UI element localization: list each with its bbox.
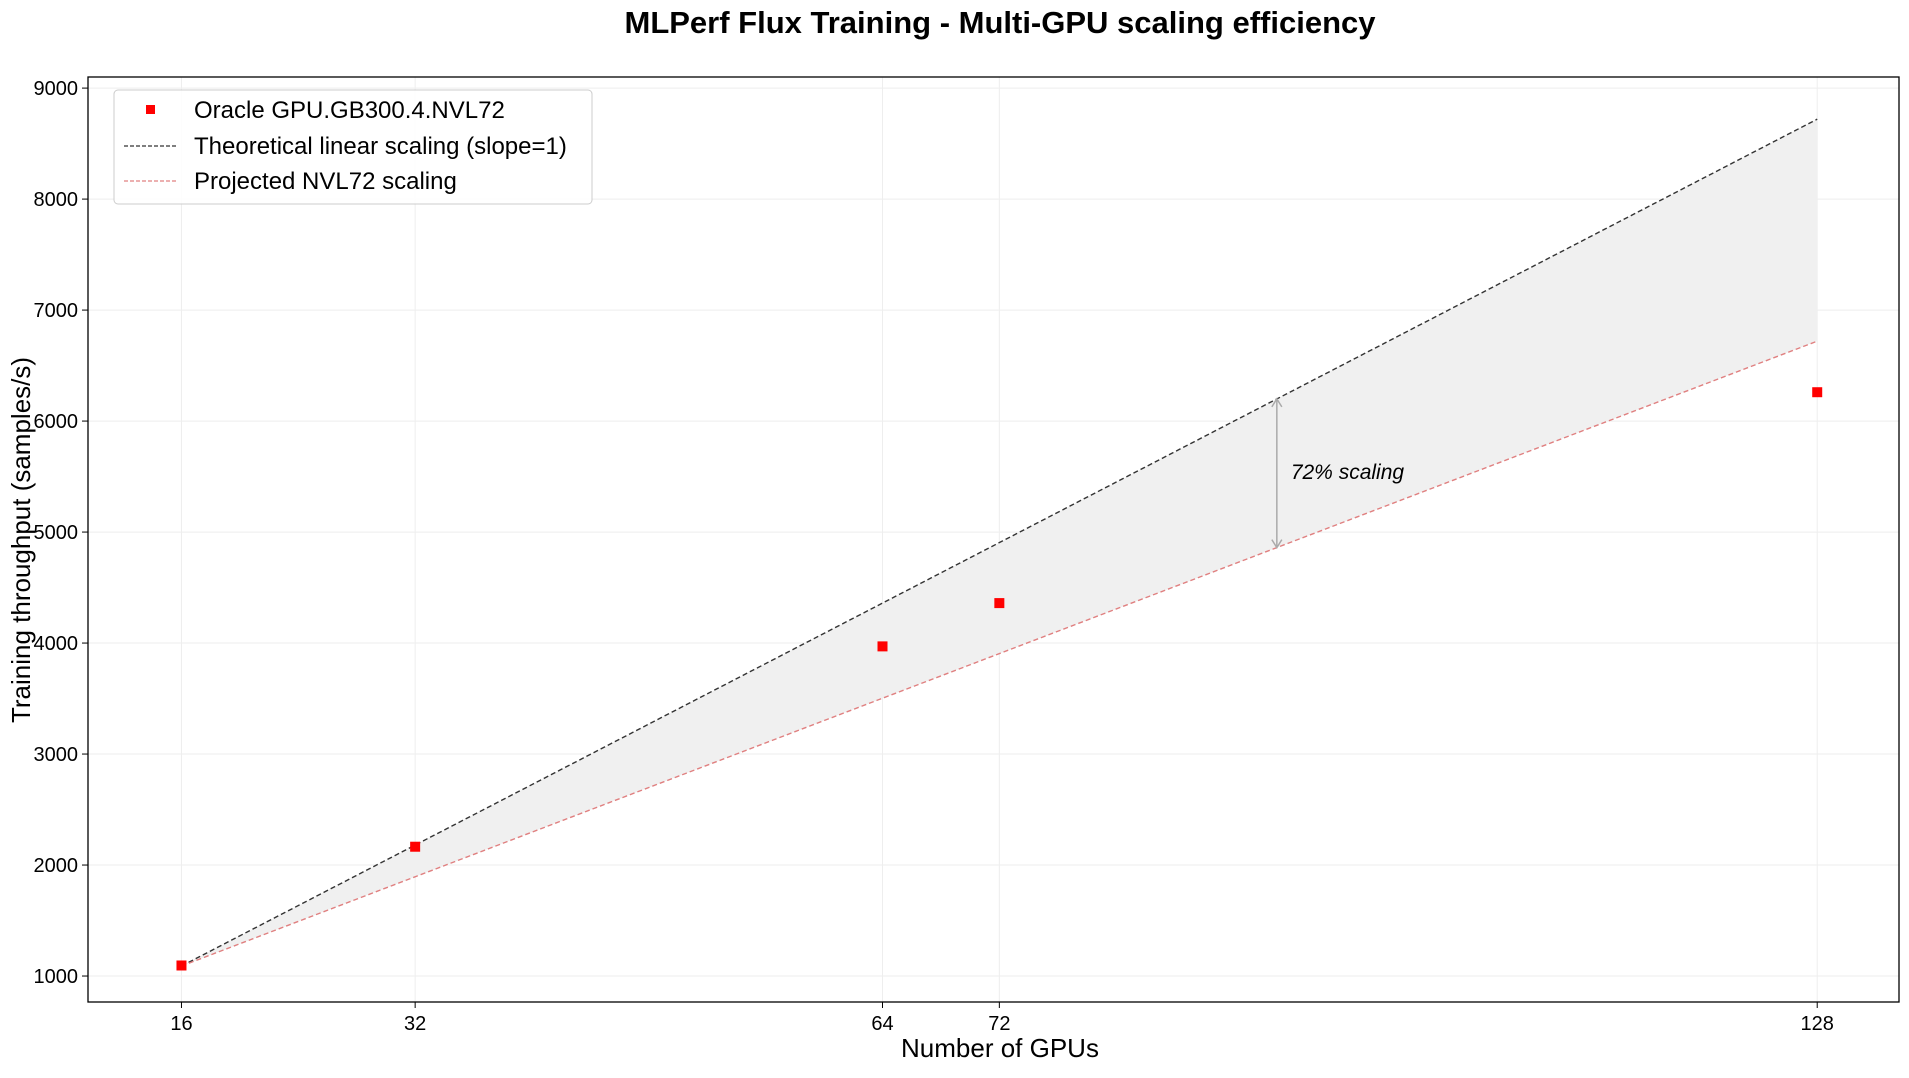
data-point	[1812, 387, 1823, 398]
arrow-head-top	[1271, 397, 1283, 408]
legend: Oracle GPU.GB300.4.NVL72 Theoretical lin…	[113, 89, 593, 205]
chart-title: MLPerf Flux Training - Multi-GPU scaling…	[625, 5, 1377, 40]
x-tick-label: 32	[404, 1013, 426, 1035]
x-tick-label: 16	[170, 1013, 192, 1035]
y-tick-label: 5000	[34, 522, 79, 544]
y-tick-label: 9000	[34, 78, 79, 100]
y-tick-label: 1000	[34, 966, 79, 988]
legend-label-theoretical: Theoretical linear scaling (slope=1)	[194, 133, 567, 160]
data-point	[877, 641, 888, 652]
legend-box	[113, 89, 593, 205]
y-axis-label: Training throughput (samples/s)	[6, 357, 36, 723]
scaling-gap-fill	[181, 119, 1818, 967]
x-tick-label: 64	[871, 1013, 893, 1035]
data-point	[176, 960, 187, 971]
x-axis-label: Number of GPUs	[901, 1033, 1099, 1063]
y-tick-label: 7000	[34, 300, 79, 322]
x-tick-label: 128	[1801, 1013, 1834, 1035]
ticks: 16 32 64 72 128 1000 2000 3000 4000 5000 6000 7000 8…	[34, 78, 1834, 1035]
data-points	[176, 387, 1823, 971]
arrow-head-bottom	[1271, 539, 1283, 550]
y-tick-label: 3000	[34, 744, 79, 766]
legend-label-projected: Projected NVL72 scaling	[194, 168, 457, 195]
projected-scaling-line	[181, 340, 1818, 967]
theoretical-scaling-line	[181, 118, 1818, 967]
data-point	[994, 598, 1005, 609]
y-tick-label: 8000	[34, 189, 79, 211]
y-tick-label: 2000	[34, 855, 79, 877]
data-point	[410, 841, 421, 852]
scaling-arrow	[1271, 397, 1283, 550]
y-tick-label: 4000	[34, 633, 79, 655]
y-tick-label: 6000	[34, 411, 79, 433]
plot-frame	[87, 76, 1900, 1003]
legend-label-oracle: Oracle GPU.GB300.4.NVL72	[194, 97, 505, 124]
scaling-annotation: 72% scaling	[1291, 461, 1405, 484]
grid	[88, 77, 1899, 1002]
x-tick-label: 72	[988, 1013, 1010, 1035]
legend-marker-oracle	[146, 105, 155, 114]
